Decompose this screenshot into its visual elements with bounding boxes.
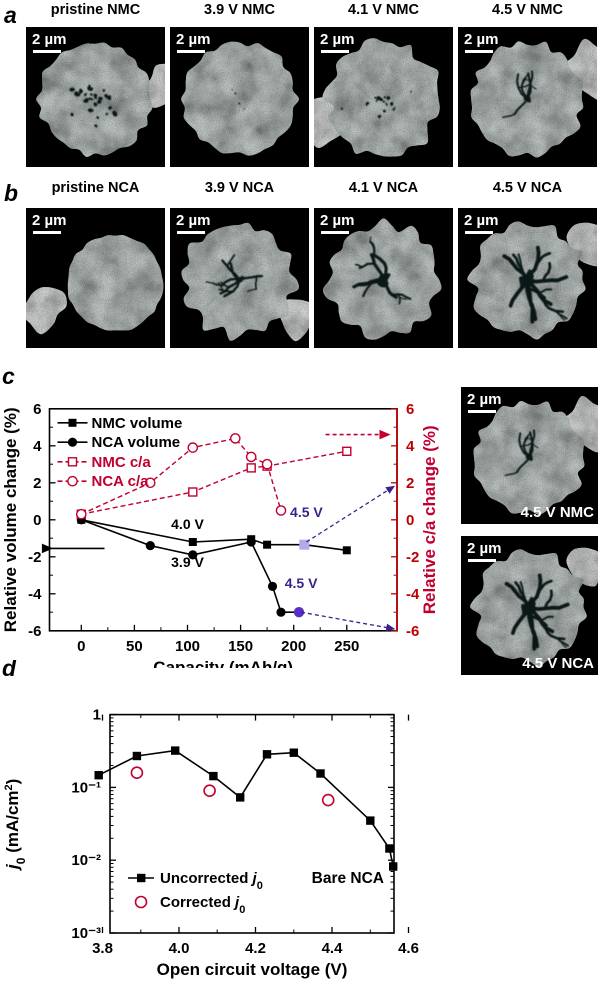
svg-text:2: 2: [33, 475, 41, 492]
svg-text:0: 0: [33, 512, 41, 529]
svg-text:0: 0: [406, 512, 414, 529]
svg-text:0: 0: [77, 638, 85, 655]
svg-text:Relative c/a change (%): Relative c/a change (%): [420, 425, 439, 614]
svg-text:6: 6: [33, 401, 41, 418]
svg-text:50: 50: [126, 638, 143, 655]
svg-text:10⁻²: 10⁻²: [71, 852, 101, 869]
svg-text:2: 2: [406, 475, 414, 492]
svg-text:6: 6: [406, 401, 414, 418]
svg-text:-6: -6: [406, 623, 419, 640]
svg-text:-2: -2: [28, 549, 41, 566]
svg-text:j0 (mA/cm2): j0 (mA/cm2): [3, 779, 28, 871]
svg-text:-4: -4: [28, 586, 42, 603]
svg-text:c: c: [2, 368, 15, 389]
svg-text:NCA volume: NCA volume: [92, 434, 181, 451]
svg-text:4.6: 4.6: [398, 940, 419, 957]
svg-text:1: 1: [93, 707, 101, 724]
svg-text:150: 150: [228, 638, 253, 655]
svg-text:200: 200: [281, 638, 306, 655]
svg-text:Relative volume change (%): Relative volume change (%): [1, 407, 20, 632]
svg-text:4.0 V: 4.0 V: [171, 516, 204, 532]
svg-text:250: 250: [334, 638, 359, 655]
svg-text:NCA c/a: NCA c/a: [92, 473, 150, 490]
svg-text:NMC volume: NMC volume: [92, 415, 183, 432]
svg-text:Corrected j0: Corrected j0: [160, 894, 245, 916]
svg-text:4.5 V: 4.5 V: [285, 575, 318, 591]
svg-text:-4: -4: [406, 586, 420, 603]
svg-text:NMC c/a: NMC c/a: [92, 454, 152, 471]
svg-text:100: 100: [175, 638, 200, 655]
svg-text:3.9 V: 3.9 V: [171, 554, 204, 570]
svg-text:4.4: 4.4: [322, 940, 344, 957]
svg-text:d: d: [2, 660, 17, 681]
svg-text:4: 4: [33, 438, 42, 455]
svg-text:10⁻¹: 10⁻¹: [71, 779, 101, 796]
svg-text:4.0: 4.0: [169, 940, 190, 957]
svg-text:-6: -6: [28, 623, 41, 640]
svg-text:-2: -2: [406, 549, 419, 566]
svg-text:Open circuit voltage (V): Open circuit voltage (V): [157, 960, 348, 979]
svg-text:Uncorrected j0: Uncorrected j0: [160, 870, 263, 892]
svg-text:3.8: 3.8: [92, 940, 113, 957]
svg-text:4.5 V: 4.5 V: [290, 504, 323, 520]
svg-text:4: 4: [406, 438, 415, 455]
svg-text:Bare NCA: Bare NCA: [312, 870, 384, 887]
svg-text:4.2: 4.2: [245, 940, 266, 957]
